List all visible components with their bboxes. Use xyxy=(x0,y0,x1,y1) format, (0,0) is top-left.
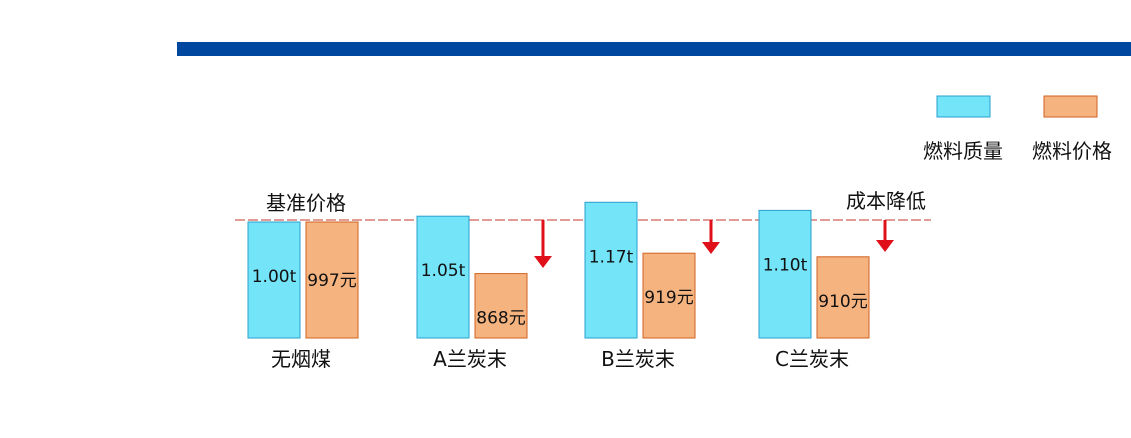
category-label-2: B兰炭末 xyxy=(601,347,675,371)
header-bar xyxy=(177,42,1131,56)
bar-price-label-3: 910元 xyxy=(818,292,867,312)
bar-price-1 xyxy=(474,273,528,339)
legend-label-price: 燃料价格 xyxy=(1032,139,1112,163)
cost-reduction-arrow-2 xyxy=(702,220,720,254)
bar-quality-label-3: 1.10t xyxy=(763,255,808,275)
bar-quality-2 xyxy=(584,201,638,339)
legend-label-quality: 燃料质量 xyxy=(923,139,1003,163)
cost-reduction-label: 成本降低 xyxy=(846,189,926,213)
cost-reduction-arrow-1 xyxy=(534,220,552,268)
bar-price-label-0: 997元 xyxy=(307,271,356,291)
arrows-group xyxy=(534,220,894,268)
bar-price-3 xyxy=(816,256,870,339)
bar-price-label-1: 868元 xyxy=(476,309,525,329)
legend: 燃料质量 燃料价格 xyxy=(923,95,1112,163)
category-label-1: A兰炭末 xyxy=(433,347,507,371)
category-label-0: 无烟煤 xyxy=(271,347,331,371)
bar-quality-3 xyxy=(758,209,812,339)
bar-price-label-2: 919元 xyxy=(644,288,693,308)
bar-price-2 xyxy=(642,252,696,339)
bar-quality-0 xyxy=(247,221,301,339)
bar-quality-label-1: 1.05t xyxy=(421,261,466,281)
category-label-3: C兰炭末 xyxy=(775,347,849,371)
cost-reduction-arrow-3 xyxy=(876,220,894,252)
baseline-price-label: 基准价格 xyxy=(266,191,346,215)
bar-quality-1 xyxy=(416,215,470,339)
legend-swatch-price xyxy=(1043,95,1098,118)
bar-price-0 xyxy=(305,221,359,339)
bar-quality-label-2: 1.17t xyxy=(589,247,634,267)
bar-quality-label-0: 1.00t xyxy=(252,267,297,287)
legend-swatch-quality xyxy=(936,95,991,118)
